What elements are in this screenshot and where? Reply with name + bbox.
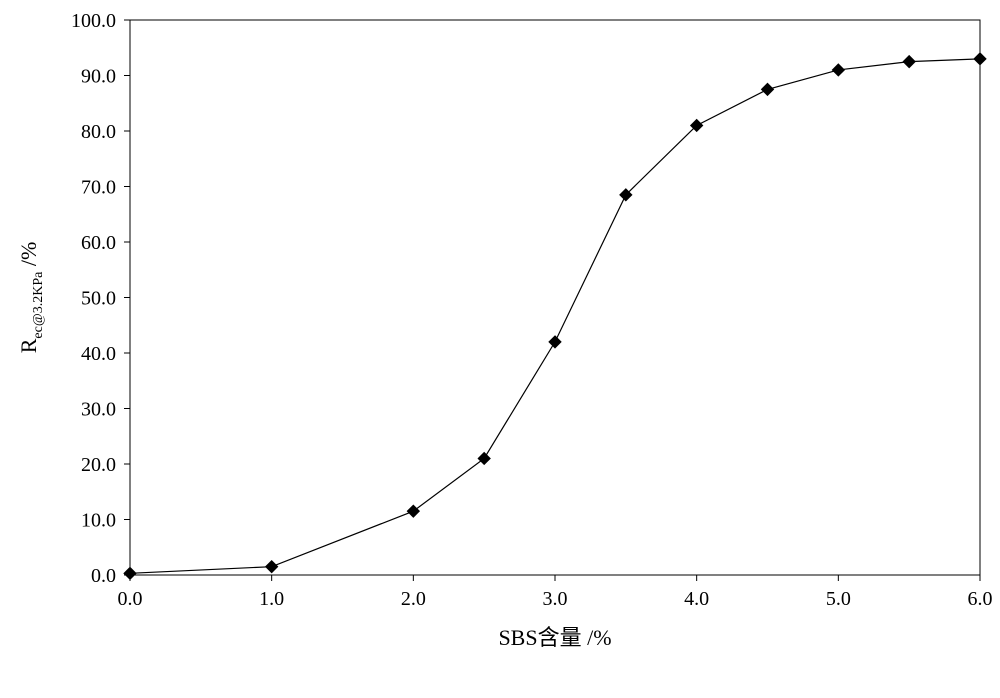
y-tick-label: 30.0 — [81, 399, 116, 421]
x-tick-label: 4.0 — [684, 588, 709, 610]
y-tick-label: 100.0 — [71, 10, 116, 32]
x-tick-label: 5.0 — [826, 588, 851, 610]
y-tick-label: 70.0 — [81, 177, 116, 199]
x-tick-label: 3.0 — [543, 588, 568, 610]
x-tick-label: 1.0 — [259, 588, 284, 610]
y-tick-label: 40.0 — [81, 343, 116, 365]
line-chart: 0.0 1.0 2.0 3.0 4.0 5.0 6.0 0.0 10.0 20.0 30.0 40.0… — [0, 0, 1000, 698]
y-tick-label: 20.0 — [81, 454, 116, 476]
chart-container: 0.0 1.0 2.0 3.0 4.0 5.0 6.0 0.0 10.0 20.0 30.0 40.0… — [0, 0, 1000, 698]
x-axis-label: SBS含量 /% — [498, 625, 611, 650]
y-tick-label: 10.0 — [81, 510, 116, 532]
y-tick-label: 60.0 — [81, 232, 116, 254]
x-tick-label: 2.0 — [401, 588, 426, 610]
x-tick-label: 0.0 — [118, 588, 143, 610]
y-tick-label: 90.0 — [81, 66, 116, 88]
y-tick-label: 50.0 — [81, 288, 116, 310]
y-tick-label: 0.0 — [91, 565, 116, 587]
y-tick-label: 80.0 — [81, 121, 116, 143]
x-tick-label: 6.0 — [968, 588, 993, 610]
